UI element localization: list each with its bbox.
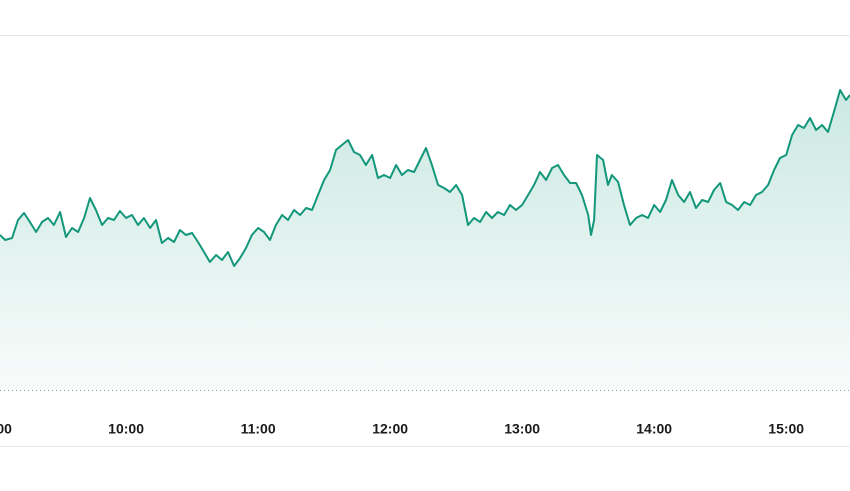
x-tick-label: 09:00	[0, 421, 12, 437]
x-tick-label: 14:00	[636, 421, 672, 437]
x-tick-label: 11:00	[241, 421, 276, 437]
x-tick-label: 13:00	[504, 421, 540, 437]
price-line	[0, 89, 850, 267]
x-tick-label: 12:00	[372, 421, 408, 437]
x-tick-label: 15:00	[768, 421, 804, 437]
area-fill	[0, 90, 850, 390]
x-tick-label: 10:00	[108, 421, 144, 437]
